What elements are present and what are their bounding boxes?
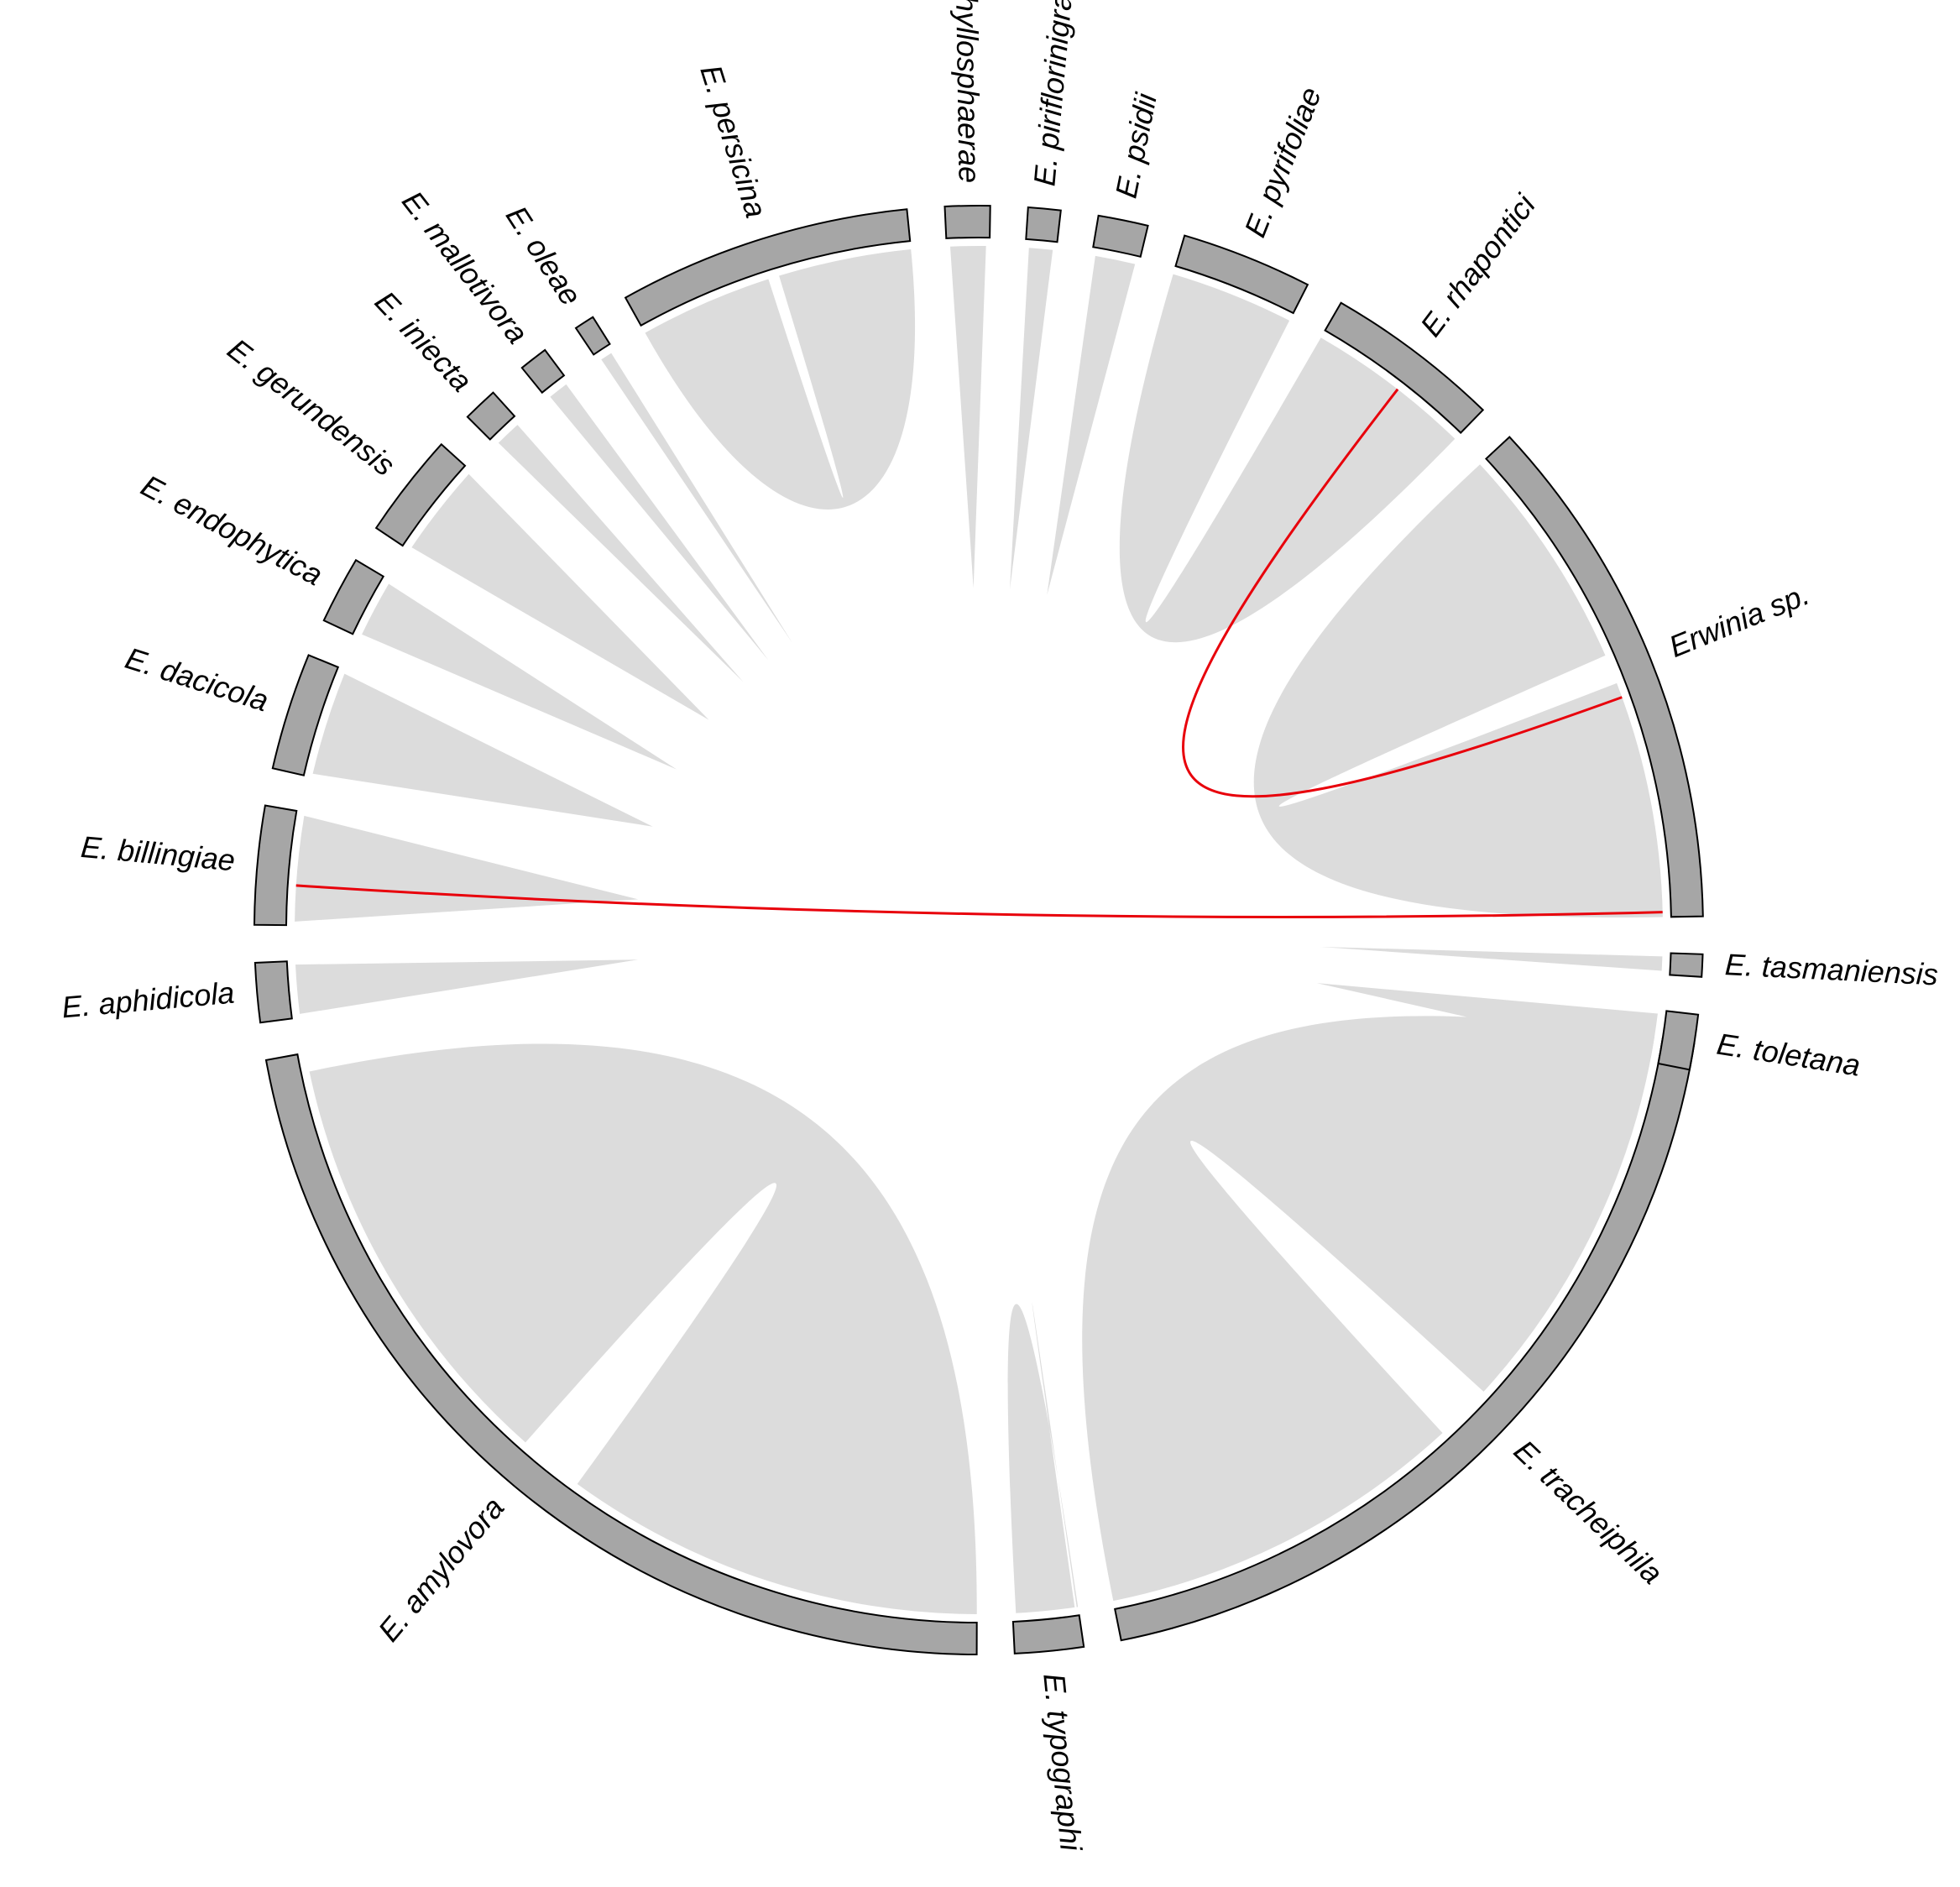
highlight-link-erwinia-sp-billingiae (295, 884, 1663, 918)
sector-arc-e-mallotivora (520, 348, 566, 395)
chord-link-e-billingiae (295, 815, 639, 922)
sector-arcs (253, 205, 1704, 1656)
sector-label-e-pyrifoliae: E. pyrifoliae (1237, 82, 1328, 242)
chord-links (295, 245, 1663, 1614)
sector-label-erwinia-sp: Erwinia sp. (1665, 577, 1815, 664)
sector-label-e-typographi: E. typographi (1037, 1672, 1089, 1853)
chord-link-e-rhapontici-to-e-pyrifoliae (1119, 274, 1456, 643)
sector-label-e-dacicola: E. dacicola (122, 640, 273, 718)
sector-arc-e-toletana (1657, 1010, 1700, 1071)
sector-arc-e-oleae (574, 316, 611, 356)
chord-link-e-psidii (1047, 255, 1136, 595)
sector-arc-e-iniecta (466, 391, 516, 441)
sector-label-e-gerundensis: E. gerundensis (222, 332, 402, 483)
chord-link-e-iniecta (498, 425, 744, 682)
sector-arc-e-phyllosphaerae (943, 205, 991, 239)
chord-link-erwinia-sp-to-erwinia-sp (1253, 464, 1663, 918)
sector-label-e-iniecta: E. iniecta (368, 285, 479, 399)
sector-arc-e-typographi (1011, 1614, 1085, 1654)
sector-label-e-tasmaniensis: E. tasmaniensis (1724, 947, 1939, 991)
chord-link-e-tracheiphila-to-e-tracheiphila (1082, 1016, 1654, 1602)
chord-link-e-mallotivora (550, 384, 769, 661)
chord-link-e-piriflorinigrans (1010, 248, 1053, 590)
sector-label-e-psidii: E. psidii (1109, 90, 1164, 201)
sector-label-e-aphidicola: E. aphidicola (60, 975, 236, 1025)
sector-arc-e-endophytica (322, 558, 385, 635)
chord-link-e-endophytica (362, 583, 677, 770)
sector-label-e-oleae: E. oleae (499, 200, 588, 311)
sector-label-e-endophytica: E. endophytica (136, 468, 329, 592)
sector-arc-e-aphidicola (253, 960, 293, 1024)
sector-label-e-rhapontici: E. rhapontici (1414, 187, 1543, 342)
highlighted-links (295, 388, 1663, 918)
chord-link-e-toletana (1316, 983, 1658, 1058)
sector-arc-e-pyrifoliae (1174, 234, 1309, 315)
sector-arc-e-dacicola (271, 654, 340, 776)
sector-labels: E. tracheiphila E. typographi E. amylovora… (60, 0, 1939, 1853)
sector-label-e-persicina: E. persicina (693, 60, 773, 222)
sector-arc-erwinia-sp (1484, 436, 1704, 918)
highlight-link-erwinia-sp-rhapontici (1182, 388, 1623, 798)
sector-label-e-amylovora: E. amylovora (371, 1491, 510, 1648)
sector-arc-e-amylovora (264, 1053, 978, 1656)
sector-arc-e-piriflorinigrans (1025, 206, 1062, 243)
sector-label-e-billingiae: E. billingiae (80, 829, 237, 878)
chord-link-e-gerundensis (411, 473, 709, 720)
chord-link-e-aphidicola (295, 959, 638, 1014)
sector-label-e-tracheiphila: E. tracheiphila (1508, 1433, 1670, 1590)
sector-arc-e-psidii (1092, 214, 1149, 259)
chord-link-e-phyllosphaerae (950, 245, 986, 588)
chord-link-e-typographi-to-e-typographi (1007, 1302, 1079, 1613)
sector-label-e-toletana: E. toletana (1715, 1027, 1863, 1083)
sector-arc-e-tasmaniensis (1669, 952, 1704, 978)
chord-link-e-persicina-to-e-persicina (645, 249, 916, 510)
chord-link-e-tasmaniensis (1320, 947, 1663, 971)
sector-label-e-phyllosphaerae: E. phyllosphaerae (949, 0, 987, 183)
sector-arc-e-gerundensis (374, 442, 467, 547)
sector-arc-e-rhapontici (1324, 301, 1485, 435)
sector-arc-e-billingiae (253, 804, 298, 927)
chord-link-e-oleae (601, 353, 793, 644)
chord-link-e-dacicola (312, 673, 653, 827)
sector-arc-e-persicina (624, 208, 912, 327)
chord-link-e-amylovora-to-e-amylovora (309, 1043, 977, 1614)
sector-arc-e-tracheiphila (1114, 1037, 1696, 1642)
sector-label-e-piriflorinigrans: E. piriflorinigrans (1027, 0, 1081, 187)
